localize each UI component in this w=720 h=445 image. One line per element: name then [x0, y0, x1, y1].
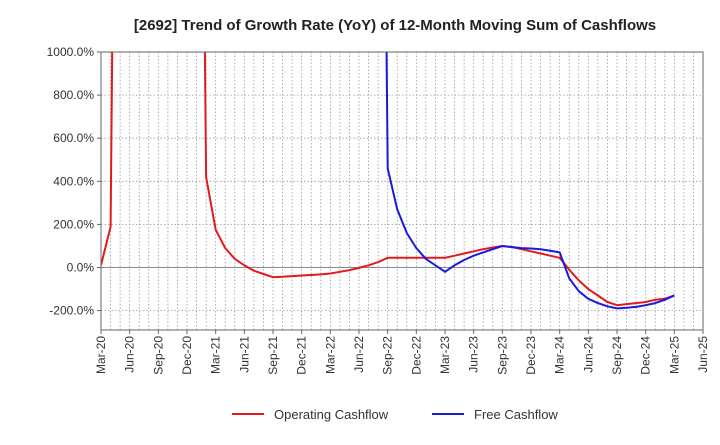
x-tick-label: Mar-20 [94, 336, 108, 374]
y-tick-label: 800.0% [53, 88, 94, 102]
x-tick-label: Dec-20 [180, 336, 194, 375]
y-tick-label: 600.0% [53, 131, 94, 145]
legend: Operating Cashflow Free Cashflow [232, 407, 558, 422]
series-lines [101, 52, 675, 310]
x-tick-label: Jun-20 [123, 336, 137, 373]
plot-area [101, 52, 703, 330]
chart-title: [2692] Trend of Growth Rate (YoY) of 12-… [134, 17, 656, 34]
x-tick-label: Jun-25 [696, 336, 710, 373]
x-tick-label: Dec-24 [639, 336, 653, 375]
x-tick-label: Jun-21 [237, 336, 251, 373]
x-tick-label: Mar-24 [553, 336, 567, 374]
x-tick-label: Jun-22 [352, 336, 366, 373]
legend-label: Free Cashflow [474, 407, 558, 422]
plot-frame [100, 51, 704, 331]
grid-lines [100, 51, 704, 330]
series-line [101, 52, 675, 307]
axes: 1000.0% 800.0% 600.0% 400.0% 200.0% 0.0% -200.… [47, 45, 710, 375]
x-tick-label: Mar-22 [323, 336, 337, 374]
x-tick-label: Dec-23 [524, 336, 538, 375]
x-tick-label: Sep-23 [495, 336, 509, 375]
plot-background [101, 52, 703, 330]
x-tick-label: Sep-22 [381, 336, 395, 375]
y-tick-label: 0.0% [67, 261, 95, 275]
y-tick-label: 400.0% [53, 174, 94, 188]
x-tick-label: Sep-24 [610, 336, 624, 375]
x-tick-label: Jun-24 [581, 336, 595, 373]
y-tick-label: -200.0% [49, 304, 94, 318]
x-tick-label: Jun-23 [467, 336, 481, 373]
y-tick-label: 200.0% [53, 217, 94, 231]
legend-label: Operating Cashflow [274, 407, 389, 422]
x-tick-label: Dec-22 [409, 336, 423, 375]
series-line [385, 52, 675, 310]
x-tick-label: Mar-23 [438, 336, 452, 374]
x-tick-label: Sep-20 [151, 336, 165, 375]
y-tick-label: 1000.0% [47, 45, 95, 59]
x-tick-label: Mar-21 [209, 336, 223, 374]
x-tick-label: Mar-25 [667, 336, 681, 374]
x-tick-label: Dec-21 [295, 336, 309, 375]
x-tick-label: Sep-21 [266, 336, 280, 375]
